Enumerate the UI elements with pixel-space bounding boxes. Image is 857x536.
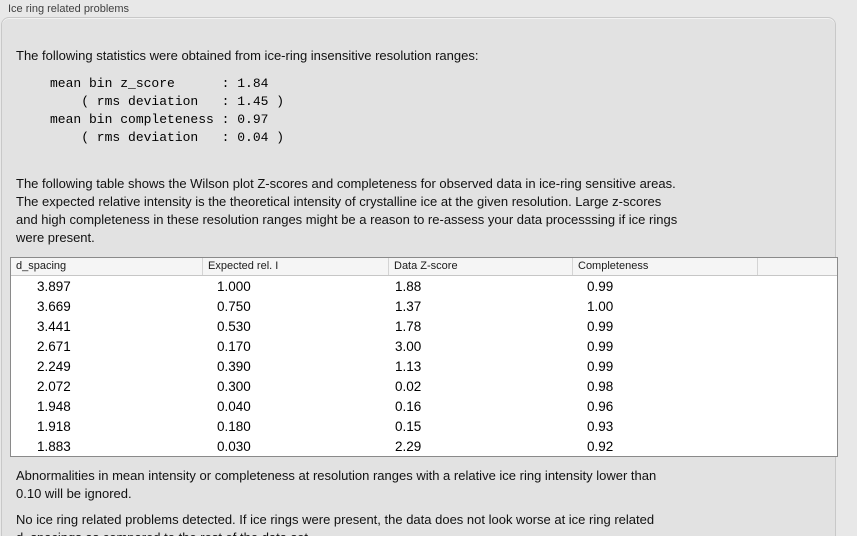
cell-completeness: 0.93 (587, 418, 614, 434)
cell-expected-rel-i: 0.170 (217, 338, 251, 354)
table-row[interactable]: 1.883 0.030 2.29 0.92 (11, 436, 837, 456)
cell-completeness: 0.98 (587, 378, 614, 394)
cell-data-z-score: 0.15 (395, 418, 422, 434)
cell-d-spacing: 1.918 (37, 418, 71, 434)
cell-data-z-score: 0.16 (395, 398, 422, 414)
cell-d-spacing: 3.669 (37, 298, 71, 314)
cell-data-z-score: 1.88 (395, 278, 422, 294)
cell-d-spacing: 1.883 (37, 438, 71, 454)
conclusion-text: No ice ring related problems detected. I… (16, 512, 655, 536)
table-row[interactable]: 3.441 0.530 1.78 0.99 (11, 316, 837, 336)
cell-expected-rel-i: 0.180 (217, 418, 251, 434)
cell-data-z-score: 1.13 (395, 358, 422, 374)
intro-text: The following statistics were obtained f… (16, 48, 479, 63)
table-row[interactable]: 3.669 0.750 1.37 1.00 (11, 296, 837, 316)
cell-data-z-score: 0.02 (395, 378, 422, 394)
ice-ring-table: d_spacing Expected rel. I Data Z-score C… (10, 257, 838, 457)
cell-completeness: 0.92 (587, 438, 614, 454)
cell-expected-rel-i: 0.300 (217, 378, 251, 394)
table-row[interactable]: 1.918 0.180 0.15 0.93 (11, 416, 837, 436)
cell-data-z-score: 3.00 (395, 338, 422, 354)
cell-expected-rel-i: 1.000 (217, 278, 251, 294)
cell-expected-rel-i: 0.750 (217, 298, 251, 314)
cell-data-z-score: 1.37 (395, 298, 422, 314)
cell-completeness: 0.96 (587, 398, 614, 414)
column-header-empty (757, 258, 837, 275)
cell-completeness: 0.99 (587, 318, 614, 334)
table-row[interactable]: 3.897 1.000 1.88 0.99 (11, 276, 837, 296)
column-header-expected-rel-i[interactable]: Expected rel. I (202, 258, 388, 275)
table-header-row: d_spacing Expected rel. I Data Z-score C… (11, 258, 837, 276)
cell-expected-rel-i: 0.030 (217, 438, 251, 454)
column-header-completeness[interactable]: Completeness (572, 258, 757, 275)
cell-expected-rel-i: 0.530 (217, 318, 251, 334)
cell-completeness: 1.00 (587, 298, 614, 314)
cell-completeness: 0.99 (587, 338, 614, 354)
cell-d-spacing: 2.249 (37, 358, 71, 374)
cell-completeness: 0.99 (587, 278, 614, 294)
cell-expected-rel-i: 0.040 (217, 398, 251, 414)
panel-title: Ice ring related problems (8, 3, 130, 15)
cell-completeness: 0.99 (587, 358, 614, 374)
table-row[interactable]: 2.249 0.390 1.13 0.99 (11, 356, 837, 376)
table-body: 3.897 1.000 1.88 0.99 3.669 0.750 1.37 1… (11, 276, 837, 456)
table-description-text: The following table shows the Wilson plo… (16, 176, 678, 245)
table-row[interactable]: 1.948 0.040 0.16 0.96 (11, 396, 837, 416)
cell-d-spacing: 2.671 (37, 338, 71, 354)
cell-d-spacing: 1.948 (37, 398, 71, 414)
statistics-block: mean bin z_score : 1.84 ( rms deviation … (50, 76, 285, 145)
ignore-note-text: Abnormalities in mean intensity or compl… (16, 468, 657, 501)
ice-ring-group-box: The following statistics were obtained f… (1, 17, 838, 536)
cell-expected-rel-i: 0.390 (217, 358, 251, 374)
table-row[interactable]: 2.671 0.170 3.00 0.99 (11, 336, 837, 356)
cell-data-z-score: 2.29 (395, 438, 422, 454)
column-header-data-z-score[interactable]: Data Z-score (388, 258, 572, 275)
cell-d-spacing: 3.897 (37, 278, 71, 294)
cell-data-z-score: 1.78 (395, 318, 422, 334)
table-row[interactable]: 2.072 0.300 0.02 0.98 (11, 376, 837, 396)
cell-d-spacing: 3.441 (37, 318, 71, 334)
column-header-d-spacing[interactable]: d_spacing (16, 260, 67, 272)
cell-d-spacing: 2.072 (37, 378, 71, 394)
